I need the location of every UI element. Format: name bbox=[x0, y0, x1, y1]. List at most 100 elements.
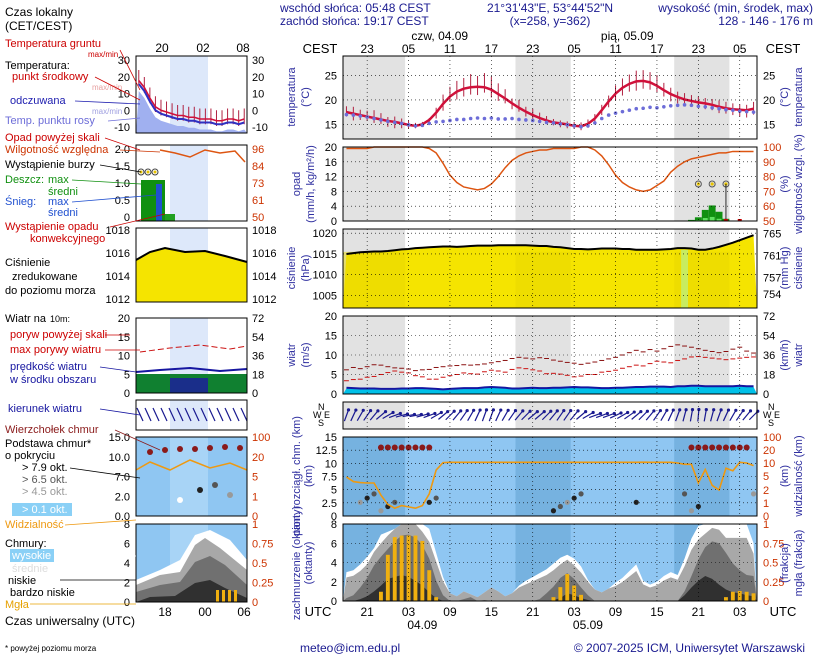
fog-bar bbox=[427, 570, 432, 601]
press-axis-unit: (hPa) bbox=[300, 255, 312, 282]
vis-tick-r: 100 bbox=[763, 432, 781, 444]
dewpoint-point bbox=[468, 116, 473, 121]
dewpoint-point bbox=[648, 105, 652, 110]
night-band bbox=[674, 316, 730, 394]
legend-cb_top: Wierzchołek chmur bbox=[5, 424, 99, 436]
mini-tick-wind_ticks_l: 10 bbox=[118, 351, 130, 363]
cloud-top-dot bbox=[398, 444, 405, 451]
wind-direction-arrow bbox=[703, 409, 707, 422]
temp-tick-r: 25 bbox=[763, 71, 775, 83]
wind-direction-arrow bbox=[416, 413, 429, 418]
storm-marker bbox=[708, 180, 716, 188]
mini-frame bbox=[135, 317, 248, 394]
mini-tick-cc_ticks_r: 1 bbox=[252, 519, 258, 531]
mini-dir-arrow bbox=[192, 407, 200, 422]
cloud-base-dot bbox=[564, 499, 570, 505]
wind-direction-arrow bbox=[343, 409, 350, 422]
cb-tick-l: 10 bbox=[325, 458, 337, 470]
cloud-top-dot bbox=[736, 444, 743, 451]
wind-direction-arrowhead bbox=[576, 409, 580, 413]
leader-rain bbox=[71, 179, 142, 185]
night-band bbox=[515, 56, 571, 139]
mini-tick-cb_ticks_r: 0 bbox=[252, 511, 258, 523]
mini-tick-rain_ticks_r: 73 bbox=[252, 178, 264, 190]
local-tick: 11 bbox=[609, 42, 622, 56]
wind-direction-arrowhead bbox=[665, 408, 669, 412]
wind-direction-arrow bbox=[748, 410, 759, 421]
mini-tick-press_ticks_r: 1016 bbox=[252, 248, 276, 260]
vis-tick-r: 1 bbox=[763, 498, 769, 510]
pressure-tick-l: 1020 bbox=[313, 228, 337, 240]
mini-cc-vlow bbox=[136, 580, 247, 602]
mini-cloud-dot bbox=[177, 497, 183, 503]
mini-snow-bar bbox=[156, 184, 162, 221]
leader-humid bbox=[119, 149, 161, 153]
wind-axis-title: wiatr bbox=[286, 343, 298, 368]
pressure-tick-l: 1010 bbox=[313, 270, 337, 282]
dewpoint-point bbox=[496, 117, 501, 121]
humid-axis-unit: (%) bbox=[779, 175, 791, 192]
dewpoint-point bbox=[475, 116, 480, 120]
wind-direction-arrow bbox=[609, 412, 622, 419]
mini-wind-line bbox=[135, 366, 248, 373]
local-tick: 23 bbox=[526, 42, 540, 56]
mini-tick-cb_ticks_r: 5 bbox=[252, 472, 258, 484]
wind-tick-l: 0 bbox=[331, 389, 337, 401]
wind-direction-arrowhead bbox=[499, 408, 503, 412]
wind-tick-l: 5 bbox=[331, 370, 337, 382]
cb-tick-l: 2.5 bbox=[322, 498, 337, 510]
fog-bar bbox=[379, 591, 383, 601]
rain-tick-l: 16 bbox=[325, 157, 337, 169]
leader-dew bbox=[107, 117, 141, 122]
mini-frame bbox=[135, 55, 248, 134]
humid-tick-r: 80 bbox=[763, 172, 775, 184]
vis-tick-r: 10 bbox=[763, 458, 775, 470]
temp-tick-l: 15 bbox=[325, 119, 337, 131]
mini-tick-press_ticks_l: 1016 bbox=[106, 248, 130, 260]
utc-tick: 21 bbox=[526, 605, 540, 619]
rain-conv-bar bbox=[716, 218, 722, 221]
dewpoint-point bbox=[537, 119, 542, 124]
cloud-base-dot bbox=[571, 495, 577, 501]
mini-tick-cb_ticks_r: 1 bbox=[252, 491, 258, 503]
mini-tick-cc_ticks_r: 0.5 bbox=[252, 558, 267, 570]
dewpoint-point bbox=[461, 117, 466, 122]
cloud-top-dot bbox=[743, 444, 750, 451]
wind-direction-arrowhead bbox=[569, 408, 573, 413]
mini-fog-bar bbox=[234, 590, 237, 602]
wind-direction-arrowhead bbox=[645, 409, 649, 413]
mini-tick-cb_ticks_l: 10.0 bbox=[109, 452, 130, 464]
wind-direction-arrow bbox=[521, 410, 531, 421]
wind-direction-arrowhead bbox=[478, 408, 482, 412]
wind-axis-unit: (m/s) bbox=[300, 342, 312, 367]
legend-above: Opad powyżej skali bbox=[5, 132, 100, 144]
mini-tick-press_ticks_r: 1012 bbox=[252, 294, 276, 306]
wind-direction-arrowhead bbox=[549, 409, 553, 413]
utc-label-left: UTC bbox=[305, 604, 332, 619]
cloud-very-low-area bbox=[343, 575, 757, 601]
wind-direction-arrow bbox=[350, 409, 357, 422]
mini-storm bbox=[144, 168, 152, 176]
cloud-base-dot bbox=[578, 491, 584, 497]
email-link[interactable]: meteo@icm.edu.pl bbox=[300, 641, 400, 655]
dewpoint-point bbox=[586, 124, 590, 128]
compass-e-left: E bbox=[324, 410, 330, 420]
mini-cloud-dot bbox=[227, 492, 233, 498]
fog-tick-r: 0 bbox=[763, 596, 769, 608]
mini-dir-arrow bbox=[152, 407, 160, 422]
legend-cb_65: > 6.5 okt. bbox=[22, 474, 68, 486]
wind-direction-arrow bbox=[423, 412, 436, 419]
temp-axis-unit: (°C) bbox=[300, 87, 312, 107]
mini-tick-temp_ticks_r: 0 bbox=[252, 105, 258, 117]
dewpoint-point bbox=[593, 121, 597, 125]
press-axis-title-r: ciśnienie bbox=[793, 247, 805, 290]
fog-bar bbox=[565, 574, 570, 601]
temp-axis-unit-r: (°C) bbox=[779, 87, 791, 107]
mini-cloud-dot bbox=[177, 446, 183, 452]
dewpoint-point bbox=[351, 113, 356, 117]
cloud-base-dot bbox=[557, 503, 563, 510]
mini-tick-cc_ticks_l: 8 bbox=[124, 519, 130, 531]
mini-storm-core bbox=[153, 170, 157, 174]
cloud-top-dot bbox=[412, 444, 419, 451]
wind-direction-arrowhead bbox=[376, 409, 380, 413]
